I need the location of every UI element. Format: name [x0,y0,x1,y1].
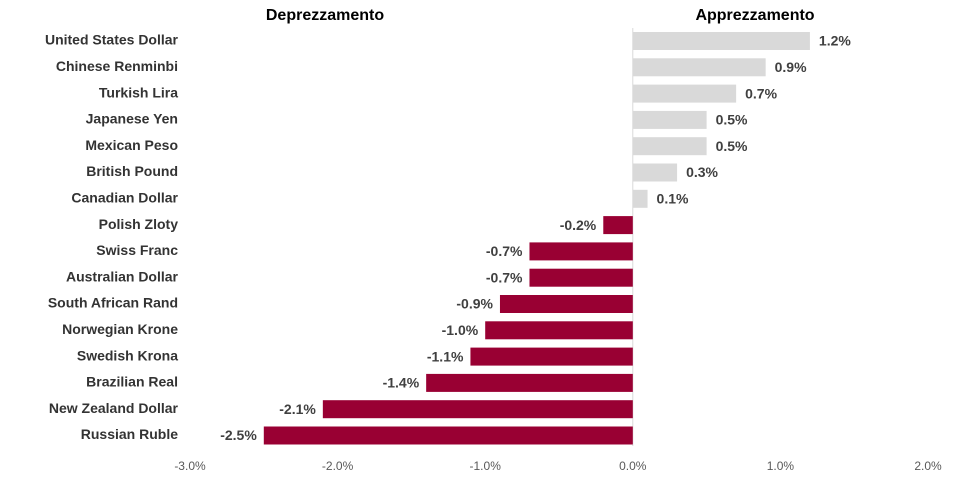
x-tick-label: -2.0% [322,459,354,473]
category-label: Australian Dollar [66,268,179,284]
bar [632,137,707,156]
bar [499,295,633,313]
category-label: Norwegian Krone [62,321,178,337]
bar [485,321,633,340]
category-label: Japanese Yen [86,111,178,127]
value-label: 0.5% [716,112,748,128]
category-label: United States Dollar [45,32,179,48]
value-label: -1.4% [383,375,420,391]
left-header: Deprezzamento [266,7,384,24]
bar [529,242,633,261]
category-label: Canadian Dollar [71,190,178,206]
value-label: 0.1% [657,191,689,207]
category-label: Russian Ruble [81,426,178,442]
bar [632,58,766,77]
category-label: Turkish Lira [99,84,178,100]
bar [322,400,633,419]
bar [603,216,633,235]
category-label: New Zealand Dollar [49,400,179,416]
x-tick-label: 2.0% [914,459,942,473]
bar [632,110,707,129]
value-label: 0.3% [686,164,718,180]
x-tick-label: -3.0% [174,459,206,473]
bar [263,426,633,445]
category-label: South African Rand [48,295,178,311]
bar [529,268,633,287]
value-label: -0.7% [486,243,523,259]
right-header: Apprezzamento [695,7,814,24]
value-label: -2.5% [220,427,257,443]
x-tick-label: -1.0% [470,459,502,473]
value-label: 1.2% [819,33,851,49]
x-tick-label: 0.0% [619,459,647,473]
category-label: Chinese Renminbi [56,58,178,74]
bar [632,84,737,103]
bar [426,373,633,392]
value-label: -0.2% [560,217,597,233]
bar [632,163,678,182]
value-label: 0.9% [775,59,807,75]
value-label: -1.1% [427,348,464,364]
value-label: -2.1% [279,401,316,417]
category-label: Swiss Franc [96,242,178,258]
bar [470,347,633,366]
value-label: -0.9% [456,296,493,312]
x-tick-label: 1.0% [767,459,795,473]
value-label: 0.7% [745,85,777,101]
category-label: British Pound [86,163,178,179]
category-label: Mexican Peso [85,137,178,153]
category-label: Polish Zloty [99,216,179,232]
value-label: 0.5% [716,138,748,154]
category-label: Brazilian Real [86,374,178,390]
bar [632,189,648,208]
category-label: Swedish Krona [77,347,178,363]
value-label: -1.0% [442,322,479,338]
bar [632,32,810,50]
value-label: -0.7% [486,269,523,285]
